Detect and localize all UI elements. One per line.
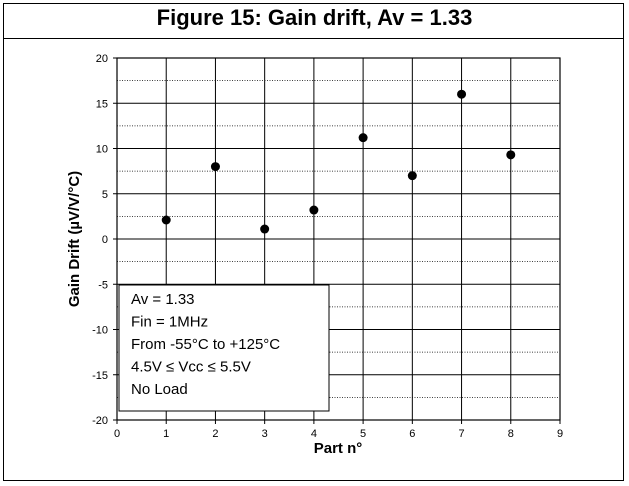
x-tick-label: 8	[508, 428, 514, 440]
y-tick-label: -10	[92, 325, 108, 337]
chart-title: Figure 15: Gain drift, Av = 1.33	[156, 5, 473, 30]
axes-layer	[113, 57, 561, 424]
x-tick-label: 0	[114, 428, 120, 440]
annotation-box: Av = 1.33 Fin = 1MHz From -55°C to +125°C 4…	[118, 284, 330, 412]
tick-labels-layer: 20 15 10 5 0 -5 -10 -15 -20 0 1 2 3 4 5 6 7 8 9	[92, 53, 563, 440]
x-tick-label: 9	[557, 428, 563, 440]
x-tick-label: 7	[458, 428, 464, 440]
y-tick-label: -15	[92, 370, 108, 382]
x-tick-label: 6	[409, 428, 415, 440]
data-point	[161, 215, 171, 225]
data-point	[309, 205, 319, 215]
data-point	[506, 150, 516, 160]
data-point	[210, 162, 220, 172]
data-point	[358, 133, 368, 143]
annotation-line: Fin = 1MHz	[131, 314, 208, 331]
y-axis-label: Gain Drift (µV/V/°C)	[66, 171, 83, 307]
y-tick-label: -5	[98, 279, 108, 291]
y-tick-label: 0	[102, 234, 108, 246]
x-axis-label: Part n°	[314, 440, 363, 457]
figure-frame	[3, 3, 624, 481]
data-point	[407, 171, 417, 181]
y-tick-label: 5	[102, 189, 108, 201]
annotation-line: No Load	[131, 381, 188, 398]
x-tick-label: 3	[262, 428, 268, 440]
annotation-line: From -55°C to +125°C	[131, 336, 280, 353]
x-tick-label: 5	[360, 428, 366, 440]
annotation-line: 4.5V ≤ Vcc ≤ 5.5V	[131, 359, 251, 376]
x-tick-label: 4	[311, 428, 317, 440]
data-points-layer	[161, 89, 516, 234]
x-tick-label: 1	[163, 428, 169, 440]
annotation-box-border	[118, 284, 330, 412]
data-point	[457, 89, 467, 99]
y-tick-label: 10	[96, 144, 108, 156]
data-point	[260, 224, 270, 234]
x-tick-label: 2	[212, 428, 218, 440]
annotation-line: Av = 1.33	[131, 291, 195, 308]
y-tick-label: 15	[96, 98, 108, 110]
y-tick-label: 20	[96, 53, 108, 65]
title-divider	[4, 38, 623, 39]
y-tick-label: -20	[92, 415, 108, 427]
